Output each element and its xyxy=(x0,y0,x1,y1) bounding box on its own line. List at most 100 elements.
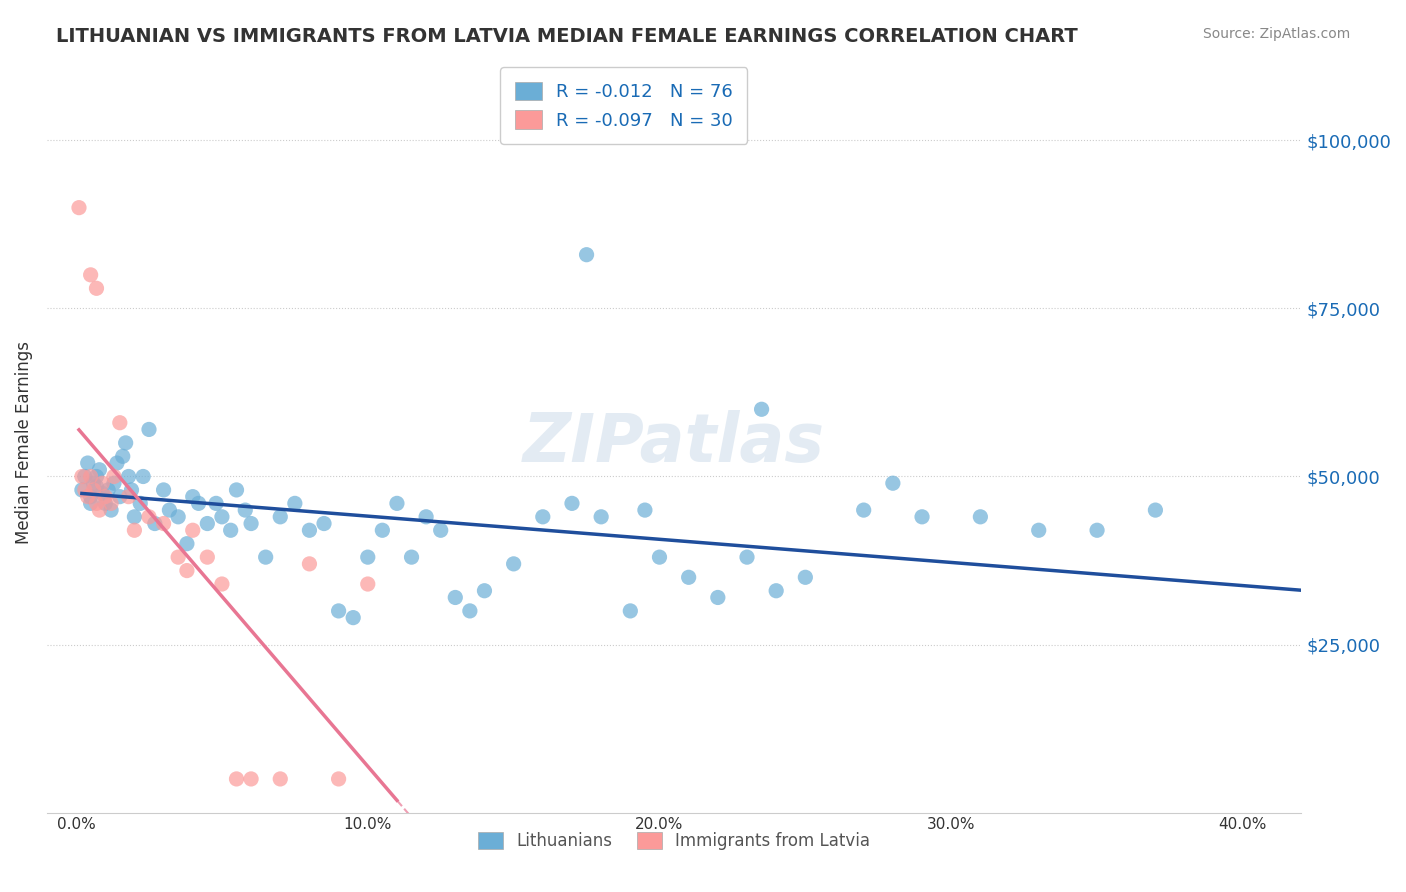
Point xyxy=(79,268,101,282)
Point xyxy=(254,550,277,565)
Point xyxy=(765,583,787,598)
Point xyxy=(1028,523,1050,537)
Point xyxy=(108,490,131,504)
Point xyxy=(117,490,139,504)
Point xyxy=(284,496,307,510)
Point xyxy=(401,550,423,565)
Point xyxy=(561,496,583,510)
Point xyxy=(195,516,218,531)
Point xyxy=(73,483,96,497)
Point xyxy=(911,509,934,524)
Point xyxy=(79,469,101,483)
Point xyxy=(79,490,101,504)
Point xyxy=(205,496,228,510)
Point xyxy=(678,570,700,584)
Point xyxy=(100,496,122,510)
Point xyxy=(619,604,641,618)
Point xyxy=(794,570,817,584)
Point xyxy=(269,772,291,786)
Point xyxy=(707,591,730,605)
Point xyxy=(124,509,146,524)
Point xyxy=(312,516,335,531)
Point xyxy=(79,496,101,510)
Point xyxy=(70,469,93,483)
Point xyxy=(328,772,350,786)
Point xyxy=(648,550,671,565)
Point xyxy=(86,281,108,295)
Point xyxy=(357,577,380,591)
Point xyxy=(157,503,180,517)
Point xyxy=(176,537,198,551)
Point xyxy=(328,604,350,618)
Point xyxy=(103,469,125,483)
Text: LITHUANIAN VS IMMIGRANTS FROM LATVIA MEDIAN FEMALE EARNINGS CORRELATION CHART: LITHUANIAN VS IMMIGRANTS FROM LATVIA MED… xyxy=(56,27,1078,45)
Point xyxy=(91,486,114,500)
Y-axis label: Median Female Earnings: Median Female Earnings xyxy=(15,342,32,544)
Point xyxy=(969,509,991,524)
Point xyxy=(91,476,114,491)
Point xyxy=(219,523,242,537)
Point xyxy=(129,496,152,510)
Point xyxy=(76,456,98,470)
Point xyxy=(86,496,108,510)
Text: ZIPatlas: ZIPatlas xyxy=(523,410,825,476)
Point xyxy=(181,523,204,537)
Point xyxy=(474,583,496,598)
Point xyxy=(852,503,875,517)
Point xyxy=(94,490,117,504)
Point xyxy=(86,479,108,493)
Point xyxy=(103,476,125,491)
Point xyxy=(211,509,233,524)
Point xyxy=(117,469,139,483)
Point xyxy=(233,503,256,517)
Point xyxy=(176,564,198,578)
Point xyxy=(240,772,263,786)
Point xyxy=(83,483,105,497)
Point xyxy=(444,591,467,605)
Point xyxy=(1144,503,1167,517)
Point xyxy=(138,422,160,436)
Point xyxy=(114,436,136,450)
Point xyxy=(735,550,758,565)
Point xyxy=(882,476,904,491)
Point xyxy=(167,509,190,524)
Point xyxy=(181,490,204,504)
Point xyxy=(385,496,408,510)
Point xyxy=(415,509,437,524)
Point xyxy=(124,523,146,537)
Text: Source: ZipAtlas.com: Source: ZipAtlas.com xyxy=(1202,27,1350,41)
Point xyxy=(83,476,105,491)
Point xyxy=(76,490,98,504)
Point xyxy=(121,483,143,497)
Point xyxy=(634,503,657,517)
Point xyxy=(298,523,321,537)
Point xyxy=(591,509,613,524)
Point xyxy=(371,523,394,537)
Point xyxy=(298,557,321,571)
Point xyxy=(105,456,128,470)
Point xyxy=(100,503,122,517)
Point xyxy=(195,550,218,565)
Point xyxy=(152,483,174,497)
Point xyxy=(225,772,247,786)
Point xyxy=(269,509,291,524)
Point xyxy=(1085,523,1108,537)
Point xyxy=(342,610,364,624)
Point xyxy=(86,469,108,483)
Point xyxy=(531,509,554,524)
Point xyxy=(167,550,190,565)
Point xyxy=(132,469,155,483)
Point xyxy=(575,248,598,262)
Point xyxy=(458,604,481,618)
Point xyxy=(138,509,160,524)
Point xyxy=(211,577,233,591)
Point xyxy=(187,496,209,510)
Legend: R = -0.012   N = 76, R = -0.097   N = 30: R = -0.012 N = 76, R = -0.097 N = 30 xyxy=(501,68,748,145)
Point xyxy=(240,516,263,531)
Point xyxy=(89,463,111,477)
Point xyxy=(502,557,524,571)
Point xyxy=(97,483,120,497)
Point xyxy=(152,516,174,531)
Point xyxy=(73,469,96,483)
Point xyxy=(89,503,111,517)
